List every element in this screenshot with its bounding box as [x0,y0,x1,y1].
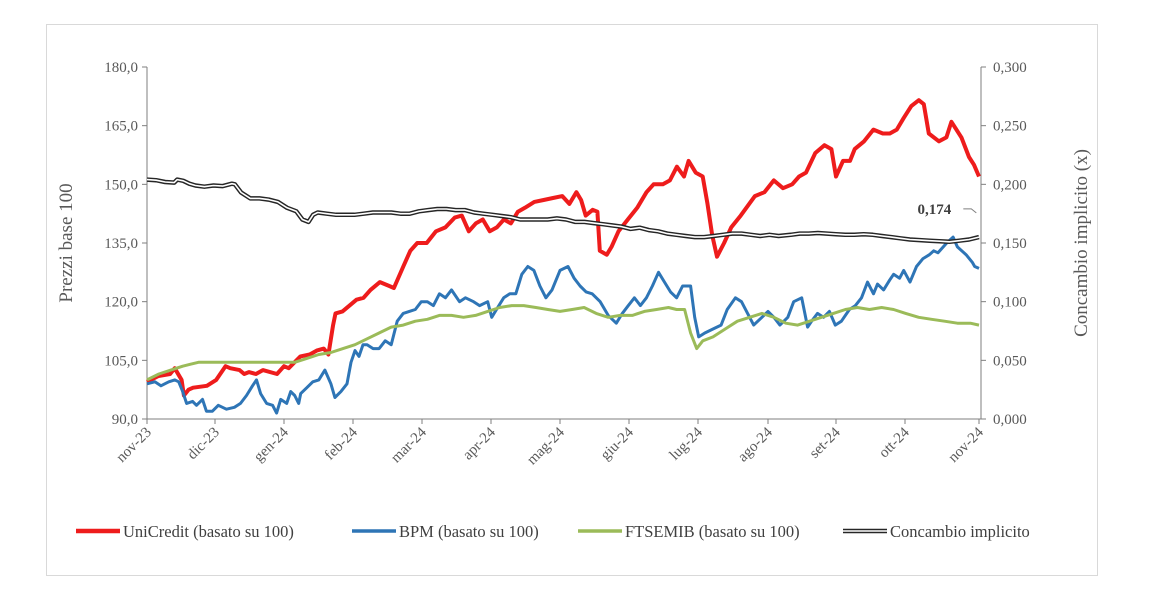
x-tick-label: nov-24 [945,424,987,466]
series-line-2 [146,304,980,382]
legend-label-2: FTSEMIB (basato su 100) [625,522,800,541]
x-tick-label: giu-24 [598,424,637,463]
y-tick-label: 165,0 [104,119,138,135]
x-tick-label: feb-24 [322,424,361,463]
x-tick-label: mar-24 [388,424,430,466]
annotation-label: 0,174 [918,202,952,218]
x-tick-label: ott-24 [876,424,913,461]
y-tick-label: 90,0 [112,412,138,428]
x-tick-label: set-24 [807,424,845,462]
y2-tick-label: 0,300 [993,60,1027,76]
x-tick-label: lug-24 [667,424,706,463]
y2-tick-label: 0,050 [993,353,1027,369]
y2-tick-label: 0,250 [993,119,1027,135]
legend-label-1: BPM (basato su 100) [399,522,539,541]
y2-tick-label: 0,200 [993,177,1027,193]
x-tick-label: nov-23 [113,425,154,466]
y2-tick-label: 0,100 [993,295,1027,311]
series-line-concambio-outline [146,177,980,245]
y2-tick-label: 0,000 [993,412,1027,428]
annotation-leader [963,208,977,214]
x-tick-label: ago-24 [735,424,776,465]
x-tick-label: gen-24 [251,424,292,465]
series-line-concambio-inner [146,178,980,243]
chart-frame [46,24,1098,576]
y-axis-title: Prezzi base 100 [56,183,77,302]
x-tick-label: dic-23 [184,425,222,463]
y-tick-label: 150,0 [104,177,138,193]
chart-axes: 90,0 105,0 120,0 135,0 150,0 165,0 180,0 0,000 0… [104,60,1027,468]
y2-axis-title: Concambio implicito (x) [1071,149,1092,337]
series-line-0 [146,98,981,398]
x-tick-label: mag-24 [524,424,568,468]
y-tick-label: 120,0 [104,295,138,311]
legend-label-3: Concambio implicito [890,522,1030,541]
legend: UniCredit (basato su 100) BPM (basato su … [76,522,1030,541]
y2-tick-label: 0,150 [993,236,1027,252]
legend-label-0: UniCredit (basato su 100) [123,522,294,541]
y-tick-label: 135,0 [104,236,138,252]
plot-area: 0,174 [146,98,981,415]
x-tick-label: apr-24 [460,424,499,463]
y-tick-label: 105,0 [104,353,138,369]
series-line-1 [146,235,980,415]
y-tick-label: 180,0 [104,60,138,76]
